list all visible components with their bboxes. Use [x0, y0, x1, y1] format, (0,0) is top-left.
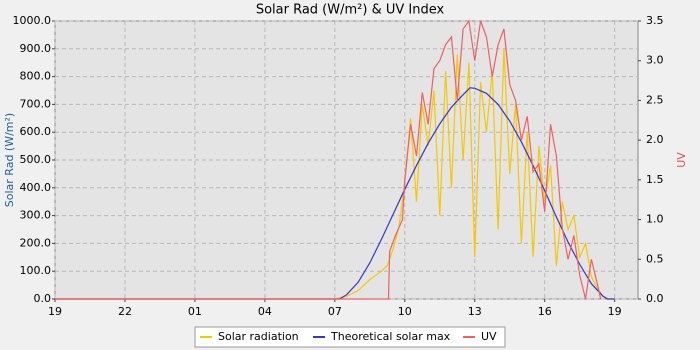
y-tick-label: 400.0 — [20, 181, 52, 194]
y2-tick-label: 2.5 — [646, 93, 664, 106]
y-tick-label: 100.0 — [20, 264, 52, 277]
x-tick-label: 01 — [188, 305, 202, 318]
y-tick-label: 300.0 — [20, 209, 52, 222]
y-tick-label: 200.0 — [20, 236, 52, 249]
y-tick-label: 800.0 — [20, 70, 52, 83]
series-line — [55, 48, 615, 300]
legend — [194, 326, 506, 348]
y-axis-label: Solar Rad (W/m²) — [3, 113, 16, 207]
y2-tick-label: 0.0 — [646, 292, 664, 305]
legend-label: Solar radiation — [218, 330, 299, 343]
series-line — [55, 19, 602, 300]
chart-title: Solar Rad (W/m²) & UV Index — [256, 3, 445, 18]
y2-tick-label: 2.0 — [646, 133, 664, 146]
y2-axis-label: UV — [675, 152, 688, 168]
x-tick-label: 16 — [538, 305, 552, 318]
x-tick-label: 04 — [258, 305, 272, 318]
legend-label: Theoretical solar max — [330, 330, 451, 343]
x-tick-label: 19 — [608, 305, 622, 318]
y-tick-label: 0.0 — [34, 292, 52, 305]
y2-tick-label: 3.5 — [646, 14, 664, 27]
series-line — [55, 87, 615, 300]
y-tick-label: 700.0 — [20, 97, 52, 110]
x-tick-label: 22 — [118, 305, 132, 318]
x-tick-label: 13 — [468, 305, 482, 318]
y2-tick-label: 1.5 — [646, 173, 664, 186]
y2-tick-label: 3.0 — [646, 54, 664, 67]
y-tick-label: 1000.0 — [13, 14, 52, 27]
y-tick-label: 500.0 — [20, 153, 52, 166]
x-tick-label: 07 — [328, 305, 342, 318]
legend-label: UV — [481, 330, 497, 343]
y2-tick-label: 1.0 — [646, 213, 664, 226]
x-tick-label: 19 — [48, 305, 62, 318]
y-tick-label: 600.0 — [20, 125, 52, 138]
y-tick-label: 900.0 — [20, 42, 52, 55]
y2-tick-label: 0.5 — [646, 252, 664, 265]
x-tick-label: 10 — [398, 305, 412, 318]
